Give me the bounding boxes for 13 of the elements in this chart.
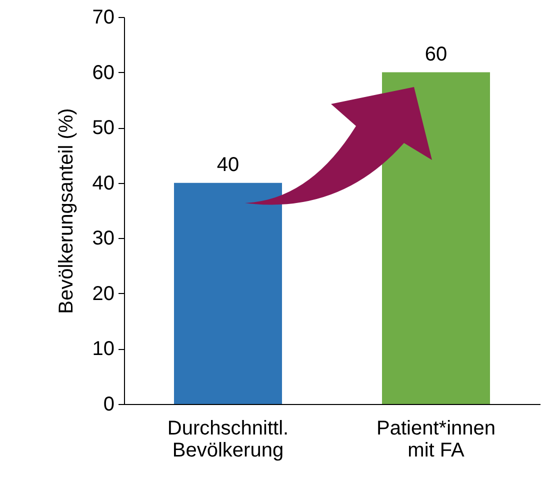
y-tick-label: 0 — [103, 394, 114, 416]
data-label: 60 — [424, 43, 448, 66]
y-tick-label: 30 — [92, 228, 114, 250]
y-tick-label: 10 — [92, 338, 114, 360]
y-tick-label: 40 — [92, 172, 114, 194]
y-tick-label: 70 — [92, 6, 114, 28]
y-tick-label: 50 — [92, 117, 114, 140]
x-tick-label: Patient*innen mit FA — [376, 418, 496, 462]
x-tick-label: Durchschnittl. Bevölkerung — [167, 418, 289, 462]
y-tick-label: 20 — [92, 282, 114, 305]
y-axis-title: Bevölkerungsanteil (%) — [55, 108, 78, 314]
y-tick-label: 60 — [92, 62, 114, 84]
data-label: 40 — [216, 154, 240, 176]
